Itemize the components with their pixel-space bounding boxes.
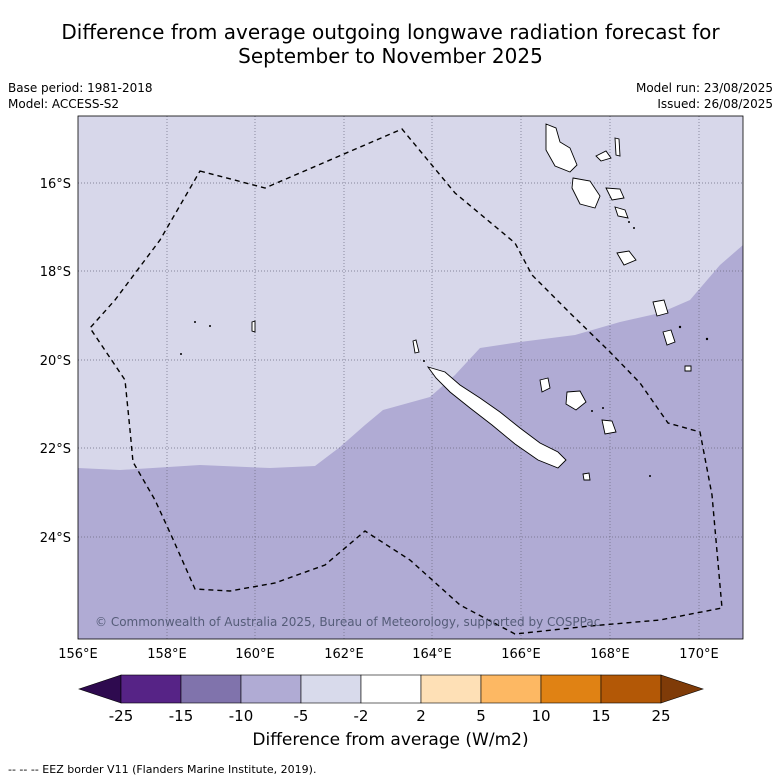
lon-tick-158e: 158°E <box>147 647 187 662</box>
colorbar-min-extension <box>78 674 122 704</box>
efate-island <box>616 250 637 266</box>
espiritu-santo <box>545 123 578 173</box>
colorbar-tick-neg15: -15 <box>169 707 194 725</box>
vanuatu-island-2 <box>614 137 621 157</box>
lon-tick-166e: 166°E <box>501 647 541 662</box>
colorbar-segment-9 <box>600 674 662 704</box>
isle-of-pines <box>582 472 591 481</box>
colorbar-segment-3 <box>240 674 302 704</box>
malekula-island <box>571 177 601 209</box>
colorbar-tick-labels: -25 -15 -10 -5 -2 2 5 10 15 25 <box>109 707 671 725</box>
footer-note: -- -- -- EEZ border V11 (Flanders Marine… <box>8 763 317 776</box>
colorbar-tick-neg5: -5 <box>294 707 309 725</box>
small-islets <box>180 221 709 477</box>
issued-label: Issued: 26/08/2025 <box>657 97 773 111</box>
lat-tick-24s: 24°S <box>40 531 71 546</box>
copyright-notice: © Commonwealth of Australia 2025, Bureau… <box>95 615 600 629</box>
lat-tick-16s: 16°S <box>40 177 71 192</box>
colorbar-tick-25: 25 <box>651 707 670 725</box>
colorbar-tick-neg10: -10 <box>229 707 254 725</box>
title-line-1: Difference from average outgoing longwav… <box>61 20 720 44</box>
colorbar-segment-1 <box>120 674 182 704</box>
map-area: © Commonwealth of Australia 2025, Bureau… <box>78 116 743 639</box>
colorbar-segment-2 <box>180 674 242 704</box>
lon-tick-164e: 164°E <box>412 647 452 662</box>
vanuatu-island-4 <box>614 206 629 219</box>
lat-tick-22s: 22°S <box>40 442 71 457</box>
colorbar-tick-neg25: -25 <box>109 707 134 725</box>
medium-band-region <box>78 245 743 639</box>
chesterfield-reef <box>251 320 256 333</box>
vanuatu-island-1 <box>595 150 612 162</box>
meta-left: Base period: 1981-2018 Model: ACCESS-S2 <box>8 80 153 112</box>
vanuatu-island-3 <box>605 187 625 201</box>
meta-right: Model run: 23/08/2025 Issued: 26/08/2025 <box>636 80 773 112</box>
lat-tick-20s: 20°S <box>40 354 71 369</box>
colorbar-segment-8 <box>540 674 602 704</box>
lon-tick-162e: 162°E <box>324 647 364 662</box>
colorbar-segment-7 <box>480 674 542 704</box>
lon-tick-170e: 170°E <box>679 647 719 662</box>
colorbar-segment-4 <box>300 674 362 704</box>
lat-tick-18s: 18°S <box>40 265 71 280</box>
colorbar-title: Difference from average (W/m2) <box>252 730 529 750</box>
vanuatu-island-5 <box>652 299 669 317</box>
lon-tick-160e: 160°E <box>235 647 275 662</box>
model-run-label: Model run: 23/08/2025 <box>635 81 773 95</box>
map-frame <box>77 115 744 640</box>
new-caledonia-island <box>426 366 567 469</box>
colorbar-tick-15: 15 <box>591 707 610 725</box>
grid-lines <box>78 116 743 639</box>
loyalty-island-1 <box>539 377 551 393</box>
eez-border <box>89 128 723 635</box>
colorbar-tick-5: 5 <box>476 707 486 725</box>
loyalty-island-2 <box>565 390 587 411</box>
colorbar <box>78 674 704 704</box>
belep-island <box>412 339 420 354</box>
colorbar-tick-2: 2 <box>416 707 426 725</box>
colorbar-segment-5 <box>360 674 422 704</box>
lon-tick-labels: 156°E 158°E 160°E 162°E 164°E 166°E 168°… <box>58 647 719 662</box>
chart-title: Difference from average outgoing longwav… <box>0 20 781 68</box>
colorbar-max-extension <box>660 674 704 704</box>
lon-tick-168e: 168°E <box>590 647 630 662</box>
base-period-label: Base period: 1981-2018 <box>8 81 153 95</box>
colorbar-tick-10: 10 <box>531 707 550 725</box>
colorbar-segment-6 <box>420 674 482 704</box>
loyalty-island-3 <box>601 419 617 435</box>
model-label: Model: ACCESS-S2 <box>8 97 120 111</box>
vanuatu-island-7 <box>684 365 692 372</box>
land-outlines <box>251 123 692 481</box>
title-line-2: September to November 2025 <box>238 44 543 68</box>
lon-tick-156e: 156°E <box>58 647 98 662</box>
lat-tick-labels: 16°S 18°S 20°S 22°S 24°S <box>40 177 71 546</box>
vanuatu-island-6 <box>662 329 676 346</box>
colorbar-tick-neg2: -2 <box>354 707 369 725</box>
